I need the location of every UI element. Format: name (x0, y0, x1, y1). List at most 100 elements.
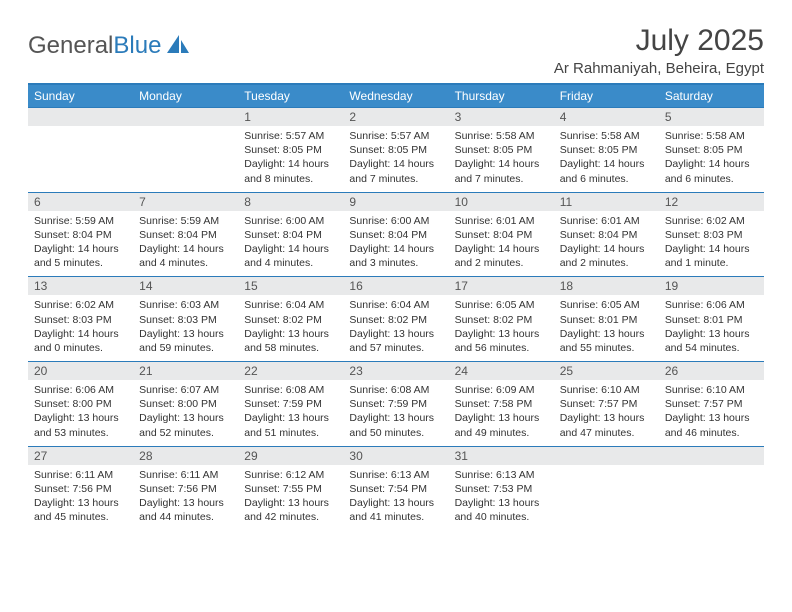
day-line: Sunrise: 6:08 AM (349, 383, 442, 397)
day-line: Sunset: 8:04 PM (244, 228, 337, 242)
day-cell: 5Sunrise: 5:58 AMSunset: 8:05 PMDaylight… (659, 108, 764, 192)
day-number: 23 (343, 362, 448, 380)
brand-part1: General (28, 32, 113, 59)
day-number: 25 (554, 362, 659, 380)
day-cell: 10Sunrise: 6:01 AMSunset: 8:04 PMDayligh… (449, 193, 554, 277)
day-body: Sunrise: 6:11 AMSunset: 7:56 PMDaylight:… (28, 465, 133, 531)
day-line: Daylight: 13 hours and 41 minutes. (349, 496, 442, 524)
day-body: Sunrise: 5:58 AMSunset: 8:05 PMDaylight:… (554, 126, 659, 192)
day-line: Sunrise: 6:07 AM (139, 383, 232, 397)
day-line: Sunrise: 5:58 AM (455, 129, 548, 143)
day-body: Sunrise: 6:12 AMSunset: 7:55 PMDaylight:… (238, 465, 343, 531)
day-line: Sunrise: 6:11 AM (34, 468, 127, 482)
day-line: Sunset: 8:04 PM (34, 228, 127, 242)
day-line: Daylight: 13 hours and 45 minutes. (34, 496, 127, 524)
day-body: Sunrise: 6:00 AMSunset: 8:04 PMDaylight:… (343, 211, 448, 277)
day-line: Daylight: 13 hours and 54 minutes. (665, 327, 758, 355)
day-number: 18 (554, 277, 659, 295)
day-line: Sunset: 7:55 PM (244, 482, 337, 496)
day-number: 11 (554, 193, 659, 211)
day-number: 21 (133, 362, 238, 380)
day-line: Sunrise: 6:05 AM (560, 298, 653, 312)
day-number: 6 (28, 193, 133, 211)
weeks-container: 1Sunrise: 5:57 AMSunset: 8:05 PMDaylight… (28, 107, 764, 530)
calendar: SundayMondayTuesdayWednesdayThursdayFrid… (28, 83, 764, 530)
day-number-empty (554, 447, 659, 465)
day-body: Sunrise: 5:59 AMSunset: 8:04 PMDaylight:… (28, 211, 133, 277)
day-line: Daylight: 14 hours and 8 minutes. (244, 157, 337, 185)
day-number: 15 (238, 277, 343, 295)
day-body: Sunrise: 5:59 AMSunset: 8:04 PMDaylight:… (133, 211, 238, 277)
day-number-empty (28, 108, 133, 126)
day-cell: 14Sunrise: 6:03 AMSunset: 8:03 PMDayligh… (133, 277, 238, 361)
day-line: Sunrise: 6:05 AM (455, 298, 548, 312)
day-cell: 1Sunrise: 5:57 AMSunset: 8:05 PMDaylight… (238, 108, 343, 192)
day-line: Sunset: 7:56 PM (139, 482, 232, 496)
day-cell: 20Sunrise: 6:06 AMSunset: 8:00 PMDayligh… (28, 362, 133, 446)
day-body: Sunrise: 5:57 AMSunset: 8:05 PMDaylight:… (238, 126, 343, 192)
day-line: Daylight: 13 hours and 59 minutes. (139, 327, 232, 355)
day-line: Daylight: 13 hours and 47 minutes. (560, 411, 653, 439)
day-number: 8 (238, 193, 343, 211)
day-cell: 3Sunrise: 5:58 AMSunset: 8:05 PMDaylight… (449, 108, 554, 192)
day-number: 16 (343, 277, 448, 295)
day-line: Daylight: 13 hours and 57 minutes. (349, 327, 442, 355)
day-number: 7 (133, 193, 238, 211)
day-line: Sunset: 8:01 PM (665, 313, 758, 327)
day-line: Daylight: 13 hours and 42 minutes. (244, 496, 337, 524)
day-cell: 21Sunrise: 6:07 AMSunset: 8:00 PMDayligh… (133, 362, 238, 446)
day-body: Sunrise: 6:08 AMSunset: 7:59 PMDaylight:… (238, 380, 343, 446)
day-line: Sunrise: 6:01 AM (560, 214, 653, 228)
day-cell: 9Sunrise: 6:00 AMSunset: 8:04 PMDaylight… (343, 193, 448, 277)
day-number: 31 (449, 447, 554, 465)
week-row: 1Sunrise: 5:57 AMSunset: 8:05 PMDaylight… (28, 107, 764, 192)
day-line: Daylight: 14 hours and 3 minutes. (349, 242, 442, 270)
day-line: Sunset: 7:57 PM (665, 397, 758, 411)
day-line: Sunrise: 6:03 AM (139, 298, 232, 312)
day-line: Sunrise: 5:58 AM (665, 129, 758, 143)
day-body: Sunrise: 6:07 AMSunset: 8:00 PMDaylight:… (133, 380, 238, 446)
day-number: 17 (449, 277, 554, 295)
day-number: 4 (554, 108, 659, 126)
day-line: Daylight: 14 hours and 5 minutes. (34, 242, 127, 270)
day-line: Sunrise: 5:57 AM (244, 129, 337, 143)
day-line: Sunset: 8:00 PM (34, 397, 127, 411)
week-row: 27Sunrise: 6:11 AMSunset: 7:56 PMDayligh… (28, 446, 764, 531)
day-number: 13 (28, 277, 133, 295)
day-number: 29 (238, 447, 343, 465)
day-body: Sunrise: 6:01 AMSunset: 8:04 PMDaylight:… (554, 211, 659, 277)
day-body: Sunrise: 6:00 AMSunset: 8:04 PMDaylight:… (238, 211, 343, 277)
day-line: Sunrise: 6:04 AM (349, 298, 442, 312)
day-line: Daylight: 13 hours and 58 minutes. (244, 327, 337, 355)
day-body: Sunrise: 6:05 AMSunset: 8:02 PMDaylight:… (449, 295, 554, 361)
day-cell: 8Sunrise: 6:00 AMSunset: 8:04 PMDaylight… (238, 193, 343, 277)
day-line: Daylight: 13 hours and 53 minutes. (34, 411, 127, 439)
day-line: Sunrise: 6:10 AM (665, 383, 758, 397)
day-line: Sunrise: 6:13 AM (455, 468, 548, 482)
weekday-header: Monday (133, 85, 238, 107)
day-body: Sunrise: 6:13 AMSunset: 7:53 PMDaylight:… (449, 465, 554, 531)
day-line: Sunrise: 6:01 AM (455, 214, 548, 228)
day-line: Sunset: 8:02 PM (349, 313, 442, 327)
day-body: Sunrise: 6:06 AMSunset: 8:00 PMDaylight:… (28, 380, 133, 446)
day-body: Sunrise: 5:58 AMSunset: 8:05 PMDaylight:… (449, 126, 554, 192)
day-cell: 4Sunrise: 5:58 AMSunset: 8:05 PMDaylight… (554, 108, 659, 192)
day-cell: 25Sunrise: 6:10 AMSunset: 7:57 PMDayligh… (554, 362, 659, 446)
day-cell: 13Sunrise: 6:02 AMSunset: 8:03 PMDayligh… (28, 277, 133, 361)
day-number: 2 (343, 108, 448, 126)
day-cell (659, 447, 764, 531)
day-line: Daylight: 13 hours and 46 minutes. (665, 411, 758, 439)
day-line: Sunset: 8:05 PM (665, 143, 758, 157)
day-cell: 6Sunrise: 5:59 AMSunset: 8:04 PMDaylight… (28, 193, 133, 277)
day-line: Sunset: 8:04 PM (560, 228, 653, 242)
day-line: Sunset: 8:02 PM (455, 313, 548, 327)
day-line: Daylight: 14 hours and 6 minutes. (560, 157, 653, 185)
day-cell: 15Sunrise: 6:04 AMSunset: 8:02 PMDayligh… (238, 277, 343, 361)
day-body: Sunrise: 5:57 AMSunset: 8:05 PMDaylight:… (343, 126, 448, 192)
day-line: Daylight: 14 hours and 4 minutes. (139, 242, 232, 270)
day-line: Sunrise: 6:06 AM (665, 298, 758, 312)
brand-text: GeneralBlue (28, 32, 161, 60)
weekday-header: Wednesday (343, 85, 448, 107)
weekday-header: Sunday (28, 85, 133, 107)
day-number: 3 (449, 108, 554, 126)
